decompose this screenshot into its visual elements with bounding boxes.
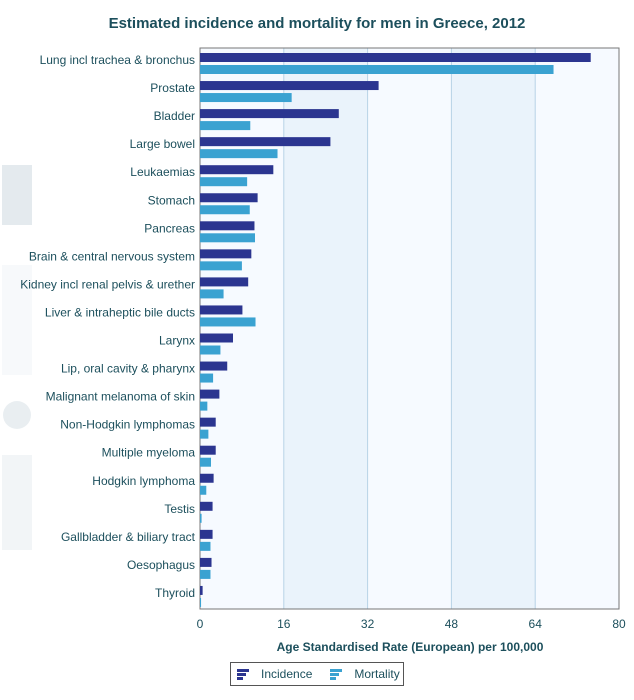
x-tick-label: 48 bbox=[445, 617, 459, 631]
bar-mortality bbox=[200, 317, 256, 327]
x-axis-label: Age Standardised Rate (European) per 100… bbox=[276, 640, 544, 654]
bar-mortality bbox=[200, 457, 211, 467]
category-label: Gallbladder & biliary tract bbox=[61, 530, 196, 544]
chart-legend: Incidence Mortality bbox=[230, 662, 404, 686]
bar-mortality bbox=[200, 93, 292, 103]
plot-band bbox=[451, 48, 536, 609]
bar-incidence bbox=[200, 417, 216, 427]
bar-incidence bbox=[200, 389, 220, 399]
bar-incidence bbox=[200, 193, 258, 203]
bar-incidence bbox=[200, 277, 249, 287]
plot-band bbox=[367, 48, 452, 609]
category-label: Thyroid bbox=[155, 586, 195, 600]
category-label: Non-Hodgkin lymphomas bbox=[60, 418, 195, 432]
bar-mortality bbox=[200, 373, 214, 383]
legend-label-mortality: Mortality bbox=[354, 667, 400, 681]
bar-mortality bbox=[200, 65, 554, 74]
category-label: Bladder bbox=[154, 109, 195, 123]
bar-mortality bbox=[200, 401, 208, 411]
bar-mortality bbox=[200, 177, 248, 187]
bar-incidence bbox=[200, 165, 274, 175]
bar-incidence bbox=[200, 333, 233, 343]
legend-swatch-mortality bbox=[330, 668, 344, 680]
plot-band bbox=[283, 48, 368, 609]
bar-incidence bbox=[200, 361, 228, 371]
legend-item-incidence: Incidence bbox=[237, 667, 312, 681]
bar-incidence bbox=[200, 109, 339, 119]
bar-mortality bbox=[200, 597, 202, 607]
category-label: Hodgkin lymphoma bbox=[92, 474, 195, 488]
x-tick-label: 16 bbox=[277, 617, 291, 631]
bar-mortality bbox=[200, 261, 242, 271]
bar-incidence bbox=[200, 557, 212, 567]
bar-mortality bbox=[200, 289, 224, 299]
bar-incidence bbox=[200, 529, 213, 539]
category-label: Large bowel bbox=[130, 137, 195, 151]
bar-mortality bbox=[200, 121, 251, 131]
bar-incidence bbox=[200, 305, 243, 315]
bar-incidence bbox=[200, 53, 591, 62]
bar-incidence bbox=[200, 501, 213, 511]
plot-band bbox=[200, 48, 284, 609]
category-label: Lip, oral cavity & pharynx bbox=[61, 362, 195, 376]
bar-mortality bbox=[200, 485, 207, 495]
x-tick-label: 80 bbox=[612, 617, 626, 631]
category-label: Malignant melanoma of skin bbox=[46, 390, 195, 404]
category-label: Multiple myeloma bbox=[102, 446, 196, 460]
bar-mortality bbox=[200, 513, 202, 523]
bar-mortality bbox=[200, 205, 250, 215]
x-tick-label: 32 bbox=[361, 617, 375, 631]
bar-mortality bbox=[200, 149, 278, 159]
x-tick-label: 0 bbox=[197, 617, 204, 631]
plot-band bbox=[535, 48, 619, 609]
category-label: Stomach bbox=[148, 193, 195, 207]
bar-incidence bbox=[200, 585, 203, 595]
bar-incidence bbox=[200, 221, 255, 231]
legend-swatch-incidence bbox=[237, 668, 251, 680]
category-label: Kidney incl renal pelvis & urether bbox=[20, 277, 195, 291]
bar-mortality bbox=[200, 541, 211, 551]
bar-incidence bbox=[200, 81, 379, 91]
legend-item-mortality: Mortality bbox=[330, 667, 400, 681]
bar-incidence bbox=[200, 473, 214, 483]
category-label: Pancreas bbox=[144, 221, 195, 235]
bar-incidence bbox=[200, 137, 331, 147]
bar-incidence bbox=[200, 445, 216, 455]
category-label: Oesophagus bbox=[127, 558, 195, 572]
x-tick-label: 64 bbox=[529, 617, 543, 631]
category-label: Lung incl trachea & bronchus bbox=[40, 53, 195, 67]
legend-label-incidence: Incidence bbox=[261, 667, 313, 681]
bar-mortality bbox=[200, 569, 211, 579]
bar-incidence bbox=[200, 249, 252, 259]
eucan-watermark-logo bbox=[2, 165, 34, 555]
category-label: Prostate bbox=[150, 81, 195, 95]
bar-mortality bbox=[200, 345, 221, 355]
category-label: Testis bbox=[164, 502, 195, 516]
plot-frame bbox=[199, 47, 620, 610]
bar-mortality bbox=[200, 429, 209, 439]
category-label: Liver & intraheptic bile ducts bbox=[45, 305, 195, 319]
category-label: Leukaemias bbox=[130, 165, 195, 179]
category-label: Larynx bbox=[159, 334, 195, 348]
bar-mortality bbox=[200, 233, 255, 243]
category-label: Brain & central nervous system bbox=[29, 249, 195, 263]
chart-title: Estimated incidence and mortality for me… bbox=[108, 15, 526, 32]
